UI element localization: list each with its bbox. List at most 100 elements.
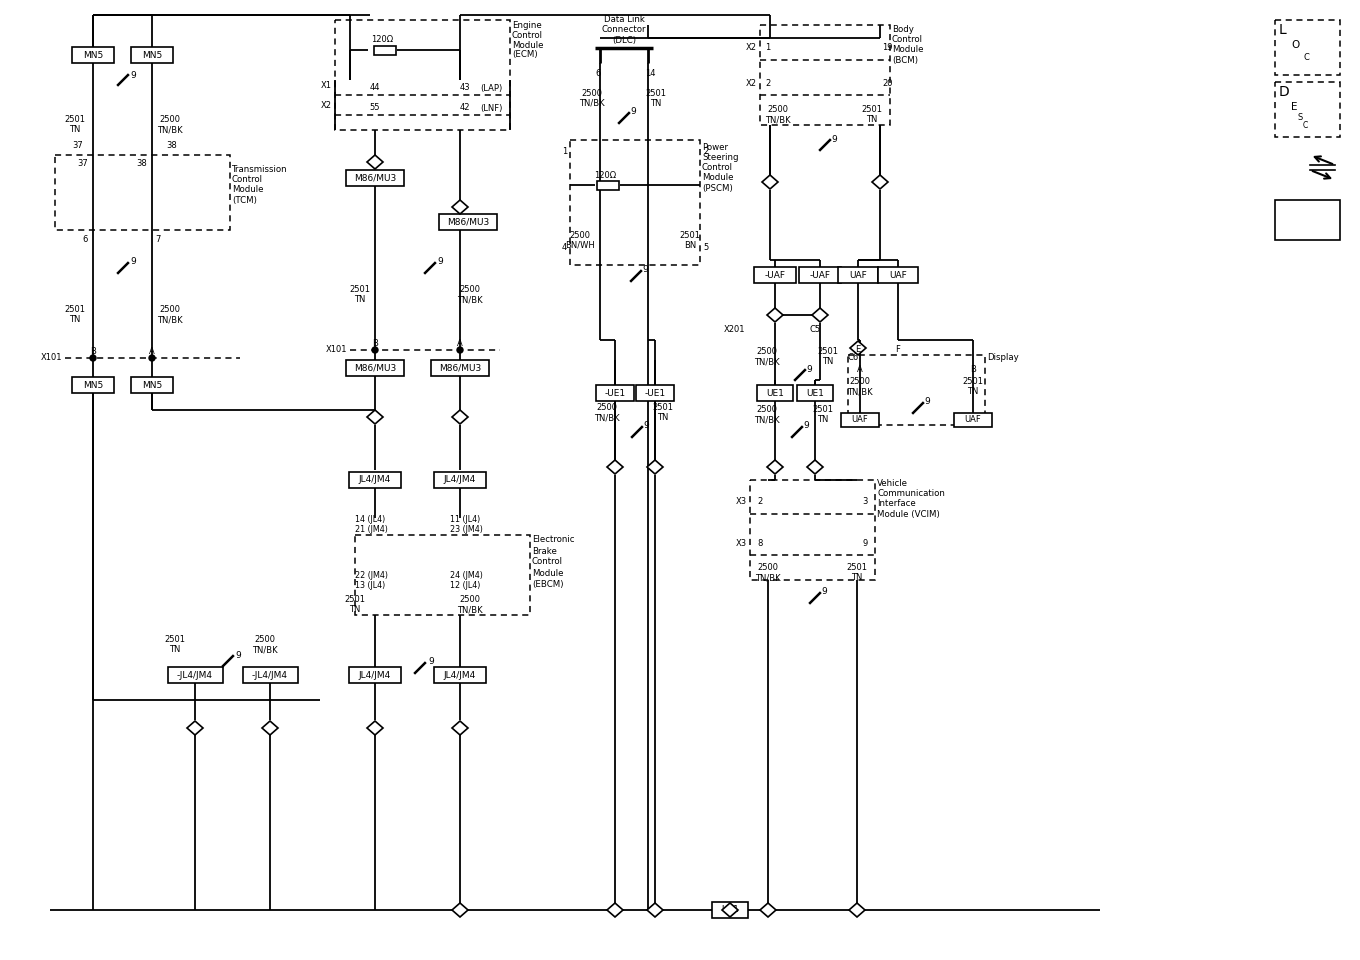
Text: TN/BK: TN/BK <box>457 296 483 304</box>
Polygon shape <box>367 155 384 169</box>
Text: 2500: 2500 <box>570 230 590 239</box>
Text: M86/MU3: M86/MU3 <box>354 174 396 182</box>
Text: C: C <box>1303 53 1308 61</box>
Bar <box>797 385 832 401</box>
Text: Module: Module <box>892 45 923 55</box>
Text: Control: Control <box>532 558 563 566</box>
Text: 2501: 2501 <box>64 305 86 315</box>
Text: TN/BK: TN/BK <box>457 606 483 614</box>
Text: 1: 1 <box>764 43 770 53</box>
Bar <box>167 667 223 683</box>
Text: 120Ω: 120Ω <box>594 171 616 180</box>
Text: Module (VCIM): Module (VCIM) <box>877 510 940 518</box>
Bar <box>760 25 889 125</box>
Text: 2501: 2501 <box>646 88 666 98</box>
Text: X1: X1 <box>321 81 332 89</box>
Text: TN: TN <box>355 296 366 304</box>
Text: (PSCM): (PSCM) <box>702 183 733 193</box>
Polygon shape <box>188 721 203 735</box>
Text: 2500: 2500 <box>460 595 480 605</box>
Text: 2: 2 <box>764 79 770 87</box>
Polygon shape <box>760 903 777 917</box>
Text: 2500: 2500 <box>767 106 789 114</box>
Text: 2501: 2501 <box>64 115 86 125</box>
Text: (ECM): (ECM) <box>511 51 537 60</box>
Bar <box>1276 200 1340 240</box>
Bar <box>597 180 619 189</box>
Text: 2501: 2501 <box>680 230 700 239</box>
Text: B: B <box>373 340 378 348</box>
Bar <box>1276 82 1340 137</box>
Text: 2501: 2501 <box>861 106 883 114</box>
Text: 42: 42 <box>460 104 471 112</box>
Text: UAF: UAF <box>889 271 907 279</box>
Text: X3: X3 <box>736 539 747 547</box>
Text: (EBCM): (EBCM) <box>532 580 563 588</box>
Text: 2501: 2501 <box>350 285 370 295</box>
Text: 9: 9 <box>437 257 443 267</box>
Bar <box>953 413 991 427</box>
Text: Module: Module <box>233 185 264 195</box>
Text: 2500: 2500 <box>758 564 778 572</box>
Text: Control: Control <box>511 31 543 39</box>
Text: 9: 9 <box>428 658 434 666</box>
Text: 44: 44 <box>370 84 381 92</box>
Bar <box>345 360 404 376</box>
Text: Electronic: Electronic <box>532 536 574 544</box>
Text: TN: TN <box>69 126 80 134</box>
Polygon shape <box>767 460 783 474</box>
Text: 37: 37 <box>78 158 88 167</box>
Text: TN: TN <box>866 115 877 125</box>
Text: C5: C5 <box>809 325 820 334</box>
Text: 9: 9 <box>131 257 136 267</box>
Polygon shape <box>762 175 778 189</box>
Text: Control: Control <box>233 176 262 184</box>
Text: TN/BK: TN/BK <box>158 126 182 134</box>
Text: 23 (JM4): 23 (JM4) <box>450 525 483 535</box>
Polygon shape <box>850 341 866 355</box>
Polygon shape <box>722 903 738 917</box>
Bar <box>596 385 634 401</box>
Text: Body: Body <box>892 26 914 35</box>
Text: 14: 14 <box>645 68 656 78</box>
Text: E: E <box>1291 102 1297 112</box>
Bar <box>753 267 796 283</box>
Text: 2500: 2500 <box>582 88 602 98</box>
Text: M86/MU3: M86/MU3 <box>447 218 490 227</box>
Text: 2500: 2500 <box>756 405 778 415</box>
Text: -UE1: -UE1 <box>604 389 626 397</box>
Bar <box>636 385 675 401</box>
Circle shape <box>150 355 155 361</box>
Text: TN: TN <box>69 316 80 324</box>
Text: 2500: 2500 <box>756 348 778 356</box>
Polygon shape <box>767 308 783 322</box>
Polygon shape <box>607 460 623 474</box>
Bar <box>350 472 401 488</box>
Text: 38: 38 <box>136 158 147 167</box>
Text: -JL4/JM4: -JL4/JM4 <box>252 670 288 680</box>
Text: 3: 3 <box>862 497 868 507</box>
Polygon shape <box>452 410 468 424</box>
Text: 120Ω: 120Ω <box>371 36 393 44</box>
Text: MN5: MN5 <box>83 380 103 390</box>
Text: 21 (JM4): 21 (JM4) <box>355 525 388 535</box>
Bar <box>54 155 230 230</box>
Polygon shape <box>607 903 623 917</box>
Text: 2501: 2501 <box>344 595 366 605</box>
Text: 43: 43 <box>460 84 471 92</box>
Bar <box>355 535 530 615</box>
Bar <box>434 667 486 683</box>
Text: Module: Module <box>511 40 544 50</box>
Text: TN/BK: TN/BK <box>594 414 620 422</box>
Text: F: F <box>896 346 900 354</box>
Bar <box>242 667 298 683</box>
Text: TN/BK: TN/BK <box>579 99 605 108</box>
Text: MN5: MN5 <box>141 380 162 390</box>
Bar <box>345 170 404 186</box>
Bar <box>570 140 700 265</box>
Text: TN: TN <box>657 414 669 422</box>
Text: 6: 6 <box>596 68 601 78</box>
Text: S: S <box>1297 113 1303 123</box>
Text: 9: 9 <box>806 365 812 373</box>
Polygon shape <box>806 460 823 474</box>
